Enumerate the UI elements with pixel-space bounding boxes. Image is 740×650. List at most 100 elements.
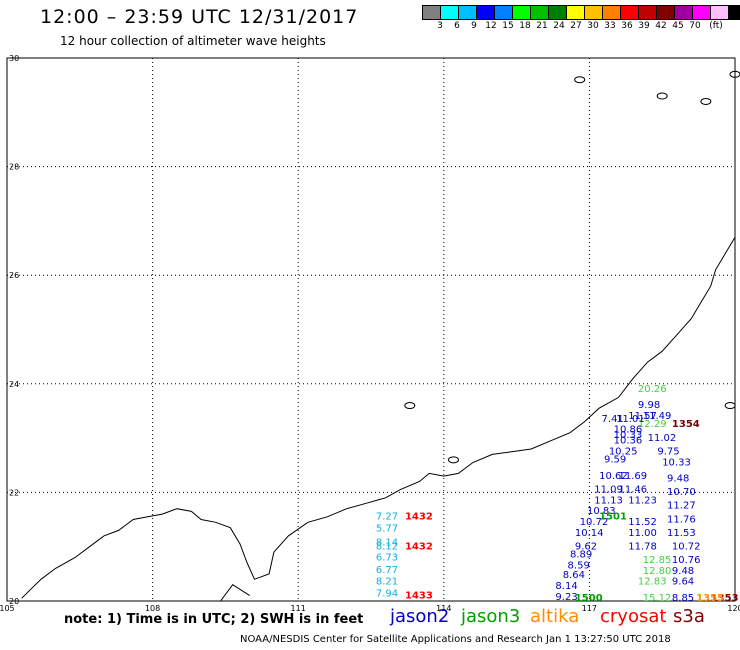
colorbar-label: 36	[621, 21, 633, 31]
swh-value-jason2: 10.36	[614, 436, 643, 447]
legend-jason2: jason2	[390, 606, 450, 627]
swh-value-jason2: 11.53	[667, 528, 696, 539]
swh-value-jason2: 11.27	[667, 501, 696, 512]
swh-value-cryosat: 5.77	[376, 523, 398, 534]
island-outline	[404, 402, 416, 410]
pass-time-label: 1432	[405, 512, 433, 523]
colorbar-label: 27	[570, 21, 582, 31]
swh-value-jason2: 9.75	[657, 446, 679, 457]
swh-value-jason2: 10.86	[614, 425, 643, 436]
swh-value-jason3: 12.83	[638, 577, 667, 588]
island-outline	[724, 402, 736, 410]
legend-jason3: jason3	[461, 606, 521, 627]
swh-value-jason3: 12.85	[643, 555, 672, 566]
colorbar	[422, 5, 740, 20]
swh-value-jason2: 10.76	[672, 555, 701, 566]
colorbar-swatch	[728, 5, 740, 20]
swh-value-jason2: 11.23	[628, 495, 657, 506]
swh-value-cryosat: 8.14	[376, 538, 398, 549]
swh-value-jason2: 9.48	[672, 566, 694, 577]
colorbar-label: 18	[519, 21, 531, 31]
swh-value-jason2: 11.02	[648, 433, 677, 444]
swh-value-jason2: 8.14	[555, 581, 577, 592]
swh-value-jason2: 9.62	[575, 541, 597, 552]
swh-value-jason2: 11.46	[619, 484, 648, 495]
swh-value-jason2: 10.72	[672, 541, 701, 552]
swh-value-jason2: 10.14	[575, 528, 604, 539]
colorbar-label: 15	[502, 21, 514, 31]
colorbar-label: 24	[553, 21, 565, 31]
swh-value-jason3: 12.29	[638, 419, 667, 430]
pass-time-label: 1433	[405, 590, 433, 601]
legend-s3a: s3a	[673, 606, 705, 627]
colorbar-label: 33	[604, 21, 616, 31]
island-outline	[574, 76, 586, 84]
hainan-coast	[206, 584, 250, 602]
legend-altika: altika	[530, 606, 580, 627]
island-outline	[700, 97, 712, 105]
swh-value-jason3: 20.26	[638, 384, 667, 395]
legend-cryosat: cryosat	[600, 606, 667, 627]
colorbar-label: 39	[638, 21, 650, 31]
swh-value-jason2: 9.48	[667, 474, 689, 485]
swh-value-cryosat: 8.21	[376, 577, 398, 588]
colorbar-label: 42	[655, 21, 667, 31]
y-tick-label: 24	[9, 380, 19, 389]
colorbar-label: 21	[536, 21, 548, 31]
swh-value-cryosat: 7.94	[376, 589, 398, 600]
y-tick-label: 30	[9, 54, 19, 63]
swh-value-jason2: 8.64	[563, 570, 585, 581]
mainland-coast	[21, 236, 736, 599]
swh-value-jason2: 11.57	[628, 411, 657, 422]
swh-value-cryosat: 7.27	[376, 512, 398, 523]
swh-value-jason2: 11.09	[594, 484, 623, 495]
y-tick-label: 20	[9, 597, 19, 606]
lat-lon-grid	[6, 57, 736, 602]
colorbar-label: 9	[471, 21, 477, 31]
pass-time-label: 1354	[672, 419, 700, 430]
swh-value-jason2: 8.85	[672, 593, 694, 604]
x-tick-label: 111	[291, 604, 306, 613]
swh-value-jason2: 11.13	[594, 495, 623, 506]
island-outline	[656, 92, 668, 100]
map-frame	[6, 57, 736, 602]
x-tick-label: 117	[582, 604, 597, 613]
pass-time-label: 1432	[405, 541, 433, 552]
coastline	[21, 70, 740, 602]
x-tick-label: 114	[436, 604, 451, 613]
colorbar-label: 6	[454, 21, 460, 31]
swh-value-jason2: 9.98	[638, 400, 660, 411]
swh-value-jason2: 11.49	[643, 411, 672, 422]
pass-time-label: 1353	[711, 593, 739, 604]
swh-value-jason2: 7.41	[602, 414, 624, 425]
colorbar-label: 3	[437, 21, 443, 31]
y-tick-label: 22	[9, 488, 19, 497]
swh-value-jason3: 15.12	[643, 593, 672, 604]
swh-value-jason2: 11.00	[628, 528, 657, 539]
footer-note: note: 1) Time is in UTC; 2) SWH is in fe…	[64, 612, 364, 627]
colorbar-label: 12	[485, 21, 497, 31]
pass-time-label: 1355	[696, 593, 724, 604]
page-subtitle: 12 hour collection of altimeter wave hei…	[60, 34, 326, 48]
x-tick-label: 105	[0, 604, 15, 613]
x-tick-label: 120	[727, 604, 740, 613]
swh-value-jason2: 10.70	[667, 487, 696, 498]
colorbar-label: 30	[587, 21, 599, 31]
island-outline	[448, 456, 460, 464]
colorbar-label: (ft)	[709, 21, 723, 31]
swh-value-jason2: 11.52	[628, 517, 657, 528]
pass-time-label: 1501	[599, 512, 627, 523]
swh-value-jason2: 10.33	[614, 430, 643, 441]
colorbar-label: 70	[689, 21, 701, 31]
y-tick-label: 28	[9, 163, 19, 172]
credit-line: NOAA/NESDIS Center for Satellite Applica…	[240, 634, 671, 645]
swh-value-jason2: 9.59	[604, 455, 626, 466]
colorbar-label: 45	[672, 21, 684, 31]
swh-value-jason2: 10.25	[609, 446, 638, 457]
swh-value-jason2: 11.69	[619, 471, 648, 482]
swh-value-jason2: 10.62	[599, 471, 628, 482]
colorbar-labels: 3 6 9 12 15 18 21 24 27 30 33 36 39 42 45 70 (ft)	[423, 21, 740, 35]
swh-value-jason3: 12.80	[643, 566, 672, 577]
wave-height-values: 7.275.778.148.126.736.778.217.9420.2612.…	[376, 384, 739, 604]
